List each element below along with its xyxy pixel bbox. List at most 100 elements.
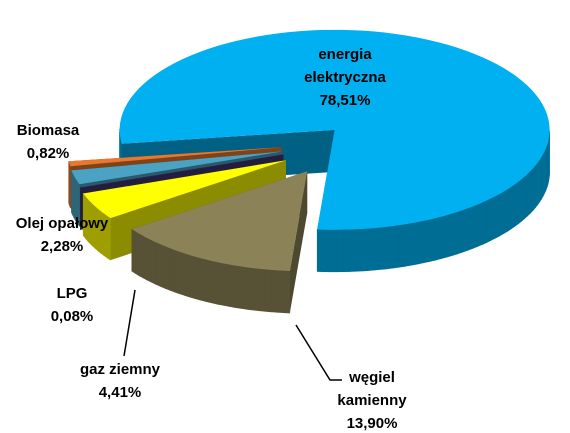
slice-wall bbox=[252, 267, 260, 312]
slice-wall bbox=[200, 257, 207, 302]
slice-wall bbox=[499, 190, 505, 237]
leader-line bbox=[123, 289, 136, 357]
slice-wall bbox=[139, 233, 144, 279]
slice-wall bbox=[503, 188, 509, 235]
slice-wall bbox=[532, 164, 536, 212]
slice-wall bbox=[184, 253, 191, 298]
slice-wall bbox=[467, 206, 473, 251]
pie-slice-top bbox=[119, 29, 550, 230]
slice-wall bbox=[160, 243, 166, 289]
slice-label: Olej opałowy bbox=[16, 215, 109, 232]
slice-wall bbox=[411, 221, 419, 266]
slice-value: 4,41% bbox=[99, 384, 142, 401]
slice-wall bbox=[246, 266, 254, 311]
slice-value: 2,28% bbox=[41, 238, 84, 255]
slice-wall bbox=[518, 178, 522, 225]
slice-wall bbox=[240, 266, 248, 310]
slice-wall bbox=[405, 222, 413, 267]
slice-wall bbox=[277, 269, 284, 314]
slice-wall bbox=[462, 207, 468, 253]
slice-wall bbox=[434, 216, 442, 261]
slice-value: 0,08% bbox=[51, 308, 94, 325]
slice-wall bbox=[511, 183, 516, 230]
slice-wall bbox=[68, 161, 70, 206]
slice-wall bbox=[451, 211, 458, 257]
slice-wall bbox=[211, 260, 218, 305]
pie-slice-top bbox=[71, 151, 283, 185]
label-line: energia bbox=[318, 46, 372, 63]
label-line: kamienny bbox=[337, 392, 407, 409]
slice-wall bbox=[264, 268, 272, 313]
slice-wall bbox=[234, 265, 242, 309]
slice-wall bbox=[222, 262, 230, 307]
slice-wall bbox=[399, 223, 407, 268]
slice-wall bbox=[514, 181, 519, 227]
slice-wall bbox=[283, 270, 291, 314]
pie-slice bbox=[131, 171, 308, 314]
pie-slice-top bbox=[80, 154, 284, 188]
slice-wall bbox=[477, 202, 483, 248]
slice-value: 0,82% bbox=[27, 145, 70, 162]
slice-wall bbox=[490, 195, 496, 241]
slice-wall bbox=[174, 249, 181, 295]
pie-slice-top bbox=[68, 147, 282, 167]
slice-wall bbox=[472, 204, 478, 249]
slice-wall bbox=[361, 228, 369, 272]
slice-wall bbox=[217, 261, 224, 306]
slice-wall bbox=[423, 219, 430, 264]
slice-wall bbox=[164, 245, 171, 291]
slice-wall bbox=[143, 235, 148, 281]
slice-wall bbox=[342, 229, 350, 273]
slice-wall bbox=[355, 228, 363, 272]
slice-wall bbox=[348, 228, 357, 272]
slice-wall bbox=[179, 251, 186, 296]
slice-wall bbox=[316, 229, 324, 273]
slice-label: energia elektryczna bbox=[304, 46, 386, 86]
slice-wall bbox=[155, 241, 161, 287]
slice-wall bbox=[151, 239, 157, 285]
slice-wall bbox=[169, 247, 176, 293]
slice-value: 78,51% bbox=[320, 92, 371, 109]
slice-value: 13,90% bbox=[347, 415, 398, 432]
slice-label: gaz ziemny bbox=[80, 361, 161, 378]
slice-wall bbox=[535, 161, 538, 209]
slice-wall bbox=[206, 259, 213, 304]
slice-wall bbox=[440, 214, 447, 260]
slice-wall bbox=[135, 230, 140, 277]
slice-wall bbox=[329, 229, 337, 273]
slice-wall bbox=[189, 254, 196, 300]
slice-wall bbox=[393, 224, 401, 269]
pie-slice-top bbox=[131, 171, 308, 271]
slice-wall bbox=[71, 170, 73, 216]
label-line: elektryczna bbox=[304, 69, 386, 86]
slice-wall bbox=[429, 217, 436, 262]
slice-wall bbox=[527, 170, 531, 217]
slice-wall bbox=[323, 229, 331, 273]
slice-wall bbox=[486, 197, 492, 243]
slice-wall bbox=[380, 226, 388, 270]
pie-slice-top bbox=[83, 160, 286, 219]
slice-wall bbox=[270, 269, 278, 313]
slice-wall bbox=[131, 228, 136, 275]
slice-wall bbox=[417, 220, 425, 265]
slice-wall bbox=[374, 227, 382, 271]
slice-wall bbox=[495, 193, 501, 239]
slice-wall bbox=[368, 227, 376, 271]
slice-wall bbox=[507, 186, 512, 232]
slice-label: Biomasa bbox=[17, 122, 80, 139]
label-line: węgiel bbox=[348, 369, 395, 386]
slice-wall bbox=[195, 256, 202, 301]
slice-label: węgiel kamienny bbox=[337, 369, 407, 409]
slice-side bbox=[83, 160, 286, 236]
slice-wall bbox=[387, 225, 394, 270]
slice-label: LPG bbox=[57, 285, 88, 302]
slice-wall bbox=[336, 229, 344, 273]
leader-line bbox=[295, 324, 342, 381]
slice-wall bbox=[521, 175, 526, 222]
slice-wall bbox=[147, 237, 152, 283]
slice-wall bbox=[456, 209, 463, 255]
slice-wall bbox=[258, 268, 266, 312]
slice-wall bbox=[228, 264, 236, 308]
slice-wall bbox=[481, 200, 488, 246]
